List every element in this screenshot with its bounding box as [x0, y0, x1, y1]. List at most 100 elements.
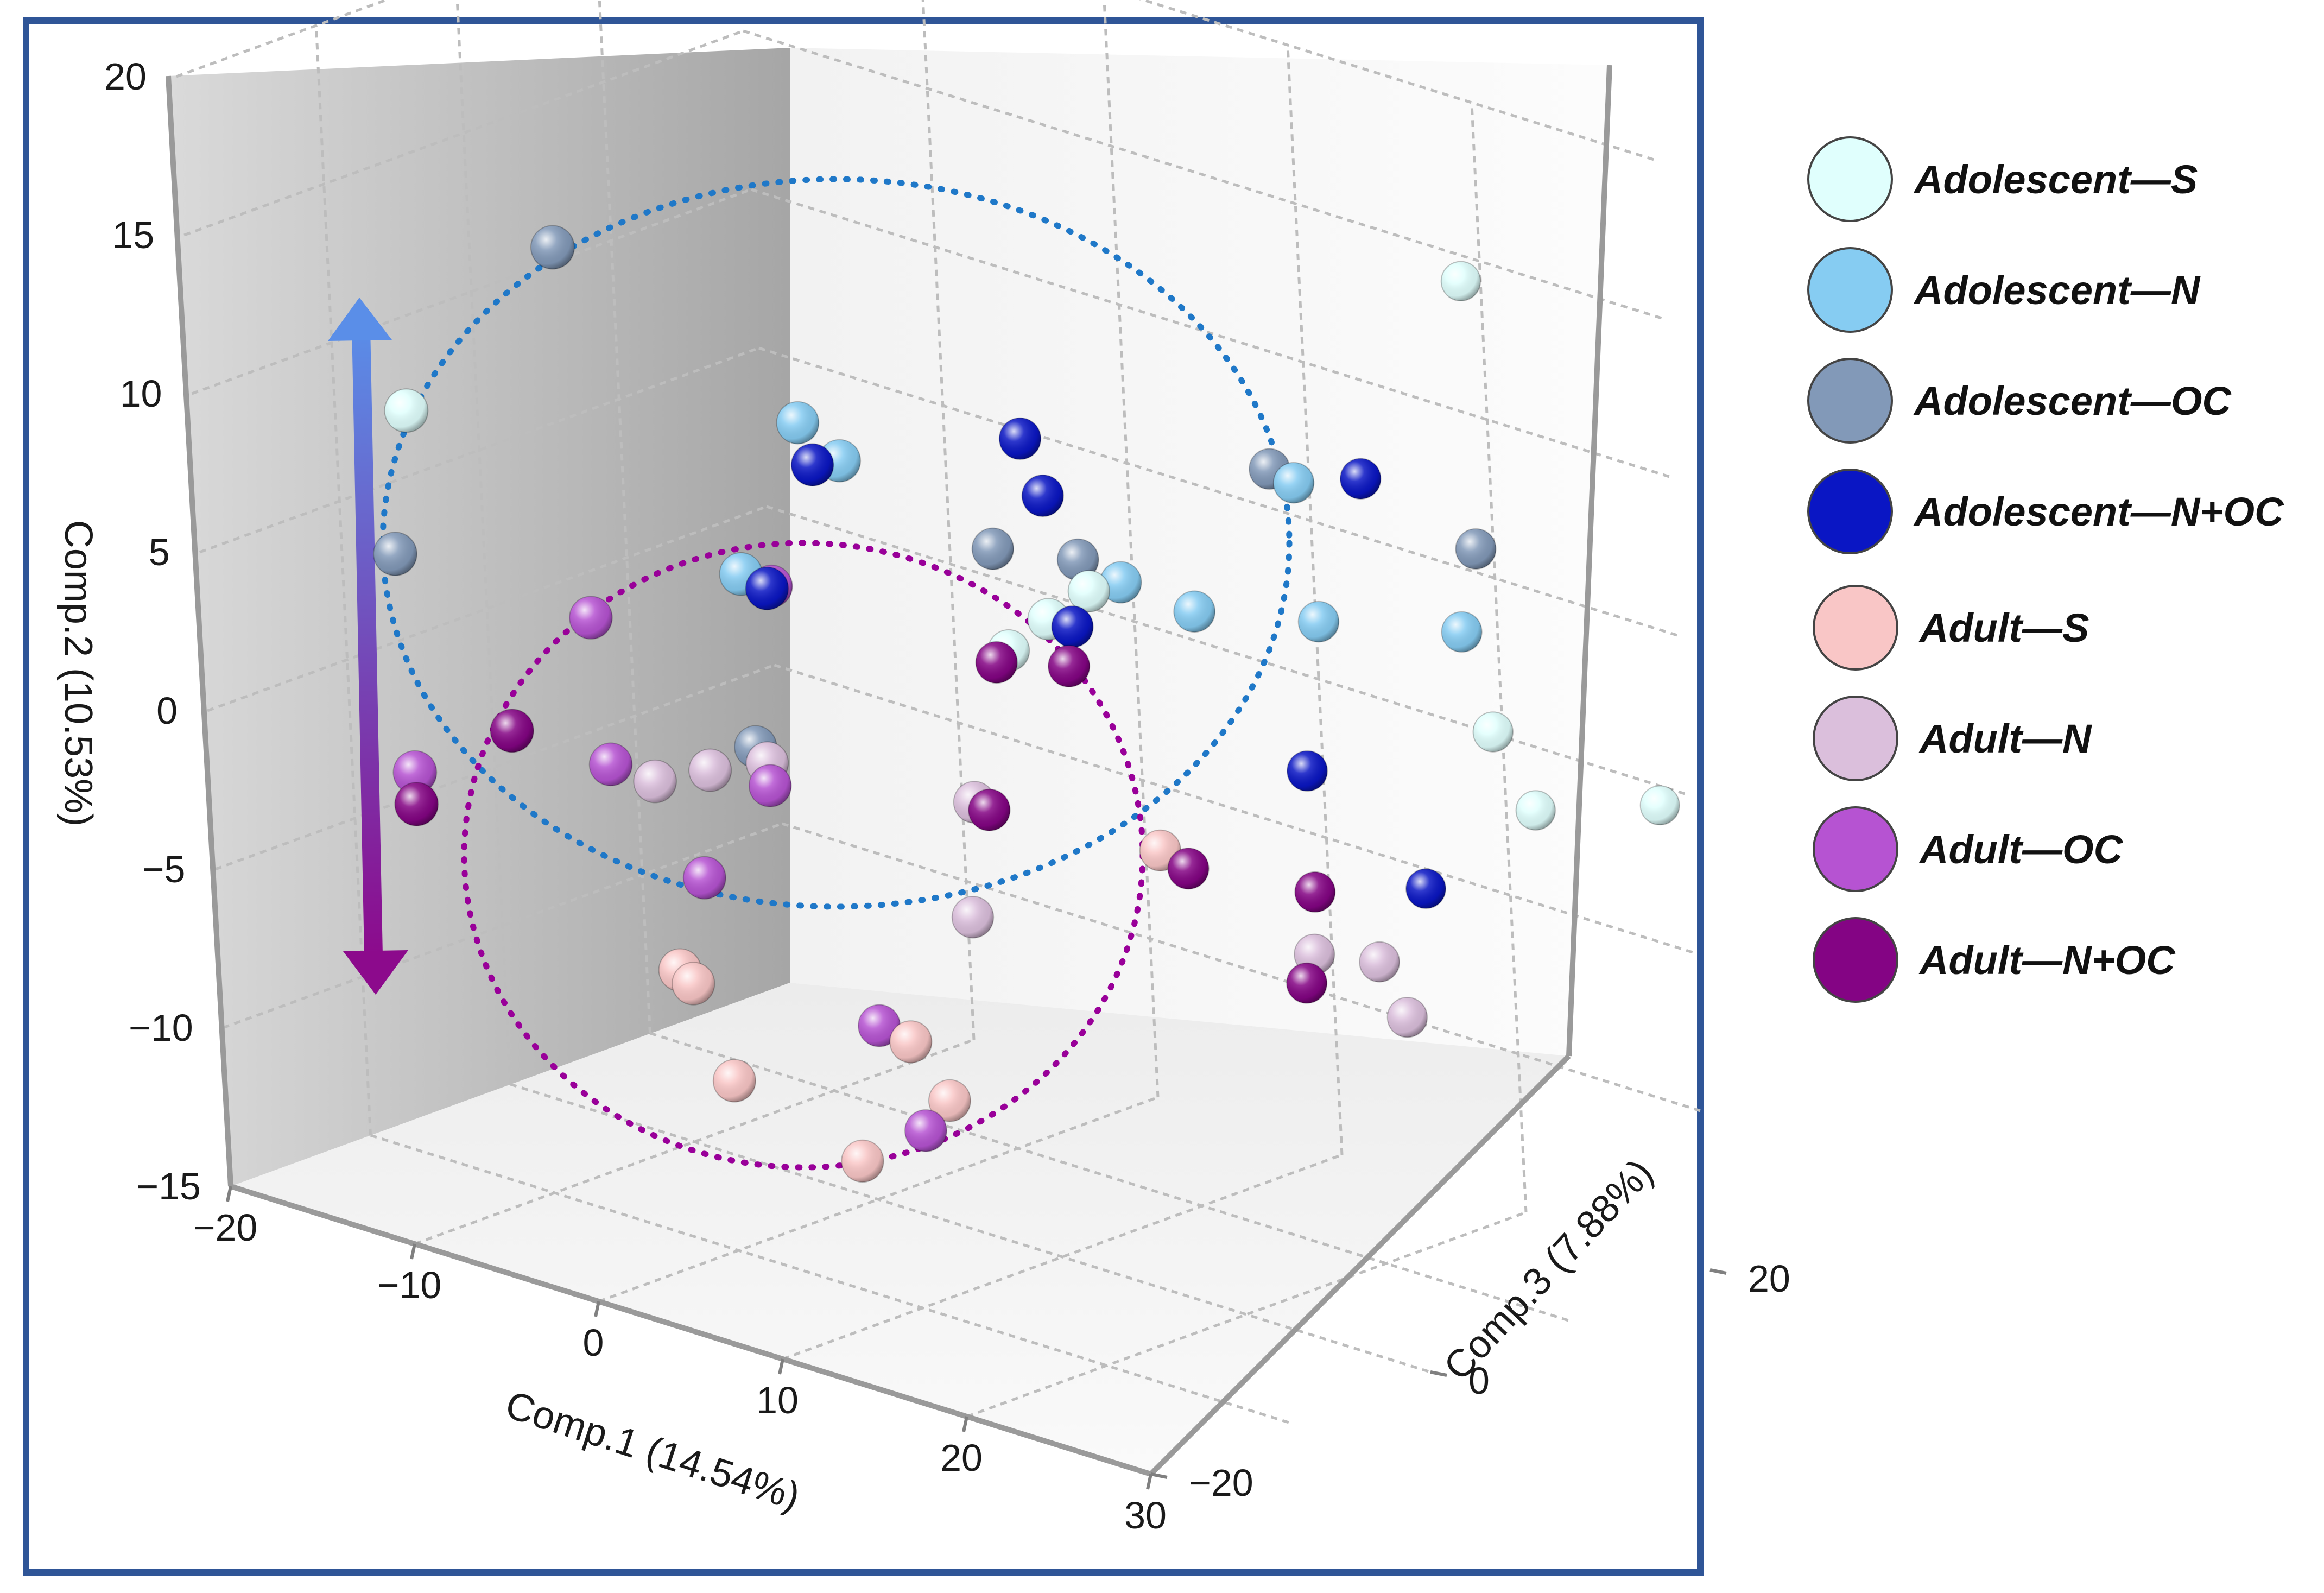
- data-point-adult-n: [688, 748, 732, 792]
- data-point-shading: [976, 641, 1017, 684]
- x-tick-label: 0: [583, 1322, 604, 1364]
- legend-swatch: [1807, 247, 1893, 333]
- edge-floor-front: [230, 1184, 1152, 1477]
- z-tick-mark: [1430, 1370, 1447, 1377]
- data-point-adolescent-s: [1472, 711, 1514, 753]
- z-tick-mark: [1709, 1268, 1727, 1275]
- grid-line: [758, 346, 1680, 637]
- plot-box: [166, 0, 1703, 1477]
- legend-swatch: [1813, 917, 1898, 1003]
- data-point-shading: [904, 1110, 947, 1152]
- grid-line: [921, 0, 976, 1040]
- y-tick-label: 15: [112, 214, 154, 256]
- data-point-shading: [393, 750, 437, 794]
- data-point-shading: [1174, 591, 1215, 633]
- data-point-adolescent-n: [1173, 590, 1216, 633]
- data-point-shading: [1057, 539, 1099, 580]
- data-point-shading: [683, 856, 726, 899]
- z-tick-label: 0: [1468, 1360, 1490, 1402]
- data-point-adult-n: [1386, 997, 1428, 1038]
- data-point-adolescent-nplusoc: [745, 566, 789, 611]
- data-point-adult-s: [712, 1059, 756, 1103]
- grid-line: [1139, 0, 1656, 162]
- data-point-adolescent-s: [1440, 261, 1481, 302]
- legend-swatch: [1807, 469, 1893, 554]
- grid-line: [782, 1153, 1343, 1361]
- data-point-adult-s: [841, 1139, 884, 1183]
- data-point-shading: [972, 528, 1014, 570]
- legend-label: Adult—OC: [1918, 827, 2124, 872]
- data-point-shading: [890, 1021, 932, 1063]
- arrow-head-down: [343, 950, 408, 995]
- data-point-shading: [1516, 791, 1555, 830]
- edge-back-right: [1566, 65, 1612, 1057]
- data-point-adolescent-nplusoc: [1405, 868, 1446, 909]
- data-point-shading: [490, 709, 534, 753]
- grid-line: [1103, 0, 1160, 1098]
- data-point-adult-nplusoc: [394, 782, 439, 826]
- box-edges: [166, 65, 1612, 1477]
- legend-item: Adult—S: [1813, 585, 2089, 671]
- grid-line: [191, 188, 752, 395]
- grid-line: [1286, 45, 1344, 1155]
- y-tick-label: −15: [136, 1165, 201, 1208]
- x-tick-label: −20: [193, 1206, 258, 1249]
- legend-swatch: [1807, 358, 1893, 444]
- legend-item: Adult—N+OC: [1813, 917, 2176, 1003]
- data-point-adolescent-nplusoc: [998, 417, 1042, 460]
- legend-item: Adolescent—N: [1807, 247, 2201, 333]
- data-point-adult-s: [672, 962, 715, 1006]
- x-tick-mark: [778, 1358, 784, 1375]
- data-point-adult-n: [951, 896, 995, 939]
- edge-floor-right: [1149, 1054, 1571, 1476]
- data-point-adolescent-nplusoc: [790, 443, 834, 486]
- data-point-shading: [968, 789, 1010, 831]
- grid-line: [766, 505, 1687, 796]
- data-point-adolescent-n: [1297, 600, 1340, 643]
- data-point-adult-s: [889, 1020, 933, 1064]
- grid-line: [222, 822, 783, 1029]
- data-point-shading: [530, 225, 574, 269]
- data-point-adolescent-oc: [1455, 528, 1497, 570]
- legend-label: Adolescent—N: [1913, 268, 2201, 313]
- legend: Adolescent—S Adolescent—N Adolescent—OC Ado…: [1807, 136, 2284, 1003]
- y-tick-label: −5: [142, 848, 186, 890]
- data-point-adolescent-s: [1515, 790, 1556, 831]
- data-point-shading: [713, 1059, 756, 1102]
- data-point-adult-nplusoc: [1167, 848, 1210, 890]
- data-point-adolescent-n: [1272, 462, 1315, 504]
- data-point-adult-nplusoc: [975, 641, 1018, 684]
- data-point-adolescent-oc: [530, 225, 575, 270]
- legend-label: Adolescent—N+OC: [1913, 489, 2284, 534]
- x-tick-mark: [594, 1301, 600, 1317]
- grid-line: [183, 29, 744, 237]
- x-tick-label: 30: [1124, 1494, 1167, 1537]
- x-tick-mark: [226, 1186, 232, 1202]
- grid-line: [649, 1032, 1571, 1323]
- legend-item: Adult—N: [1813, 696, 2092, 781]
- legend-swatch: [1807, 136, 1893, 222]
- data-point-shading: [1100, 561, 1142, 603]
- data-points: [373, 225, 1680, 1183]
- data-point-adolescent-s: [1639, 785, 1680, 826]
- data-point-adolescent-oc: [373, 532, 417, 577]
- grid-line: [176, 0, 390, 78]
- z-tick-label: −20: [1189, 1462, 1253, 1504]
- arrow-shaft: [352, 325, 383, 956]
- legend-label: Adolescent—S: [1913, 157, 2198, 202]
- y-tick-label: 0: [156, 690, 178, 732]
- data-point-shading: [1287, 963, 1327, 1003]
- legend-label: Adult—S: [1918, 605, 2089, 650]
- data-point-adult-nplusoc: [490, 709, 534, 753]
- z-axis-ticks: −20 0 20: [1150, 1257, 1790, 1504]
- data-point-shading: [745, 567, 789, 610]
- grid-line: [214, 663, 775, 871]
- data-point-adult-nplusoc: [968, 788, 1011, 832]
- floor: [231, 983, 1569, 1474]
- legend-item: Adolescent—S: [1807, 136, 2198, 222]
- data-point-shading: [1455, 528, 1496, 569]
- data-point-shading: [689, 749, 732, 792]
- legend-label: Adolescent—OC: [1913, 378, 2232, 423]
- grid-line: [750, 188, 1672, 479]
